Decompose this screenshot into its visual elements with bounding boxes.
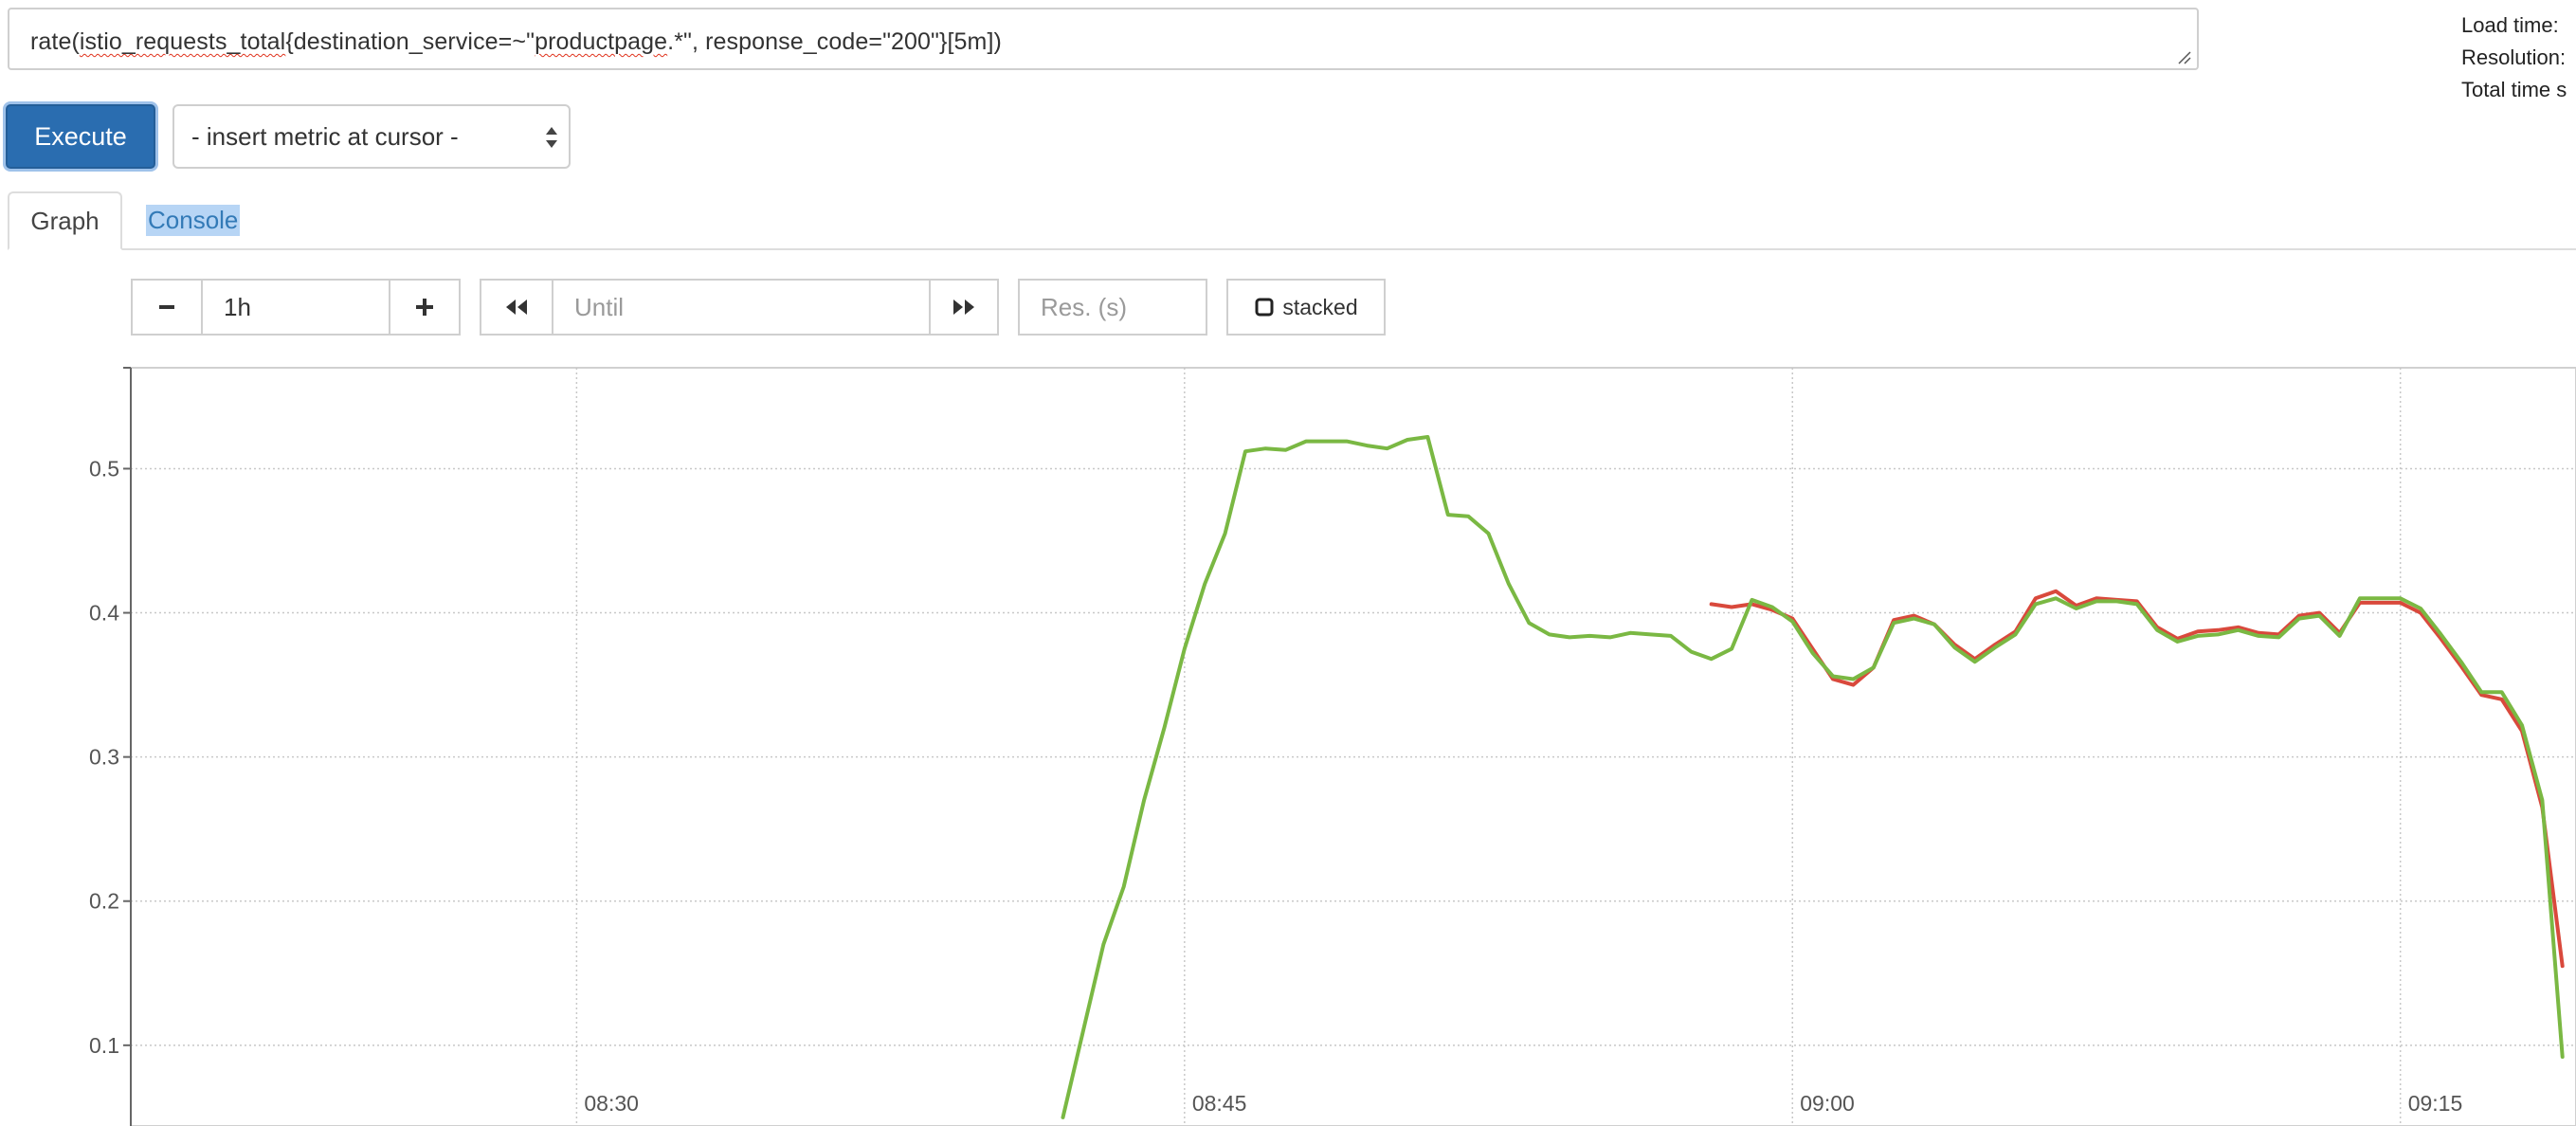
- query-token: {destination_service=~": [285, 28, 535, 55]
- query-expression-text[interactable]: rate(istio_requests_total{destination_se…: [30, 28, 1002, 56]
- plus-icon: [416, 299, 433, 316]
- tab-graph[interactable]: Graph: [8, 191, 122, 250]
- line-chart[interactable]: 0.1 0.2 0.3 0.4 0.5 08:30 08:45 09:00 09:15: [0, 360, 2576, 1126]
- resize-grip-icon[interactable]: [2176, 49, 2191, 64]
- range-increase-button[interactable]: [389, 279, 461, 336]
- series-line-red[interactable]: [1709, 589, 2565, 969]
- total-time-label: Total time s: [2461, 78, 2567, 101]
- resolution-input[interactable]: Res. (s): [1018, 279, 1207, 336]
- query-expression-input[interactable]: rate(istio_requests_total{destination_se…: [8, 8, 2199, 70]
- graph-panel: 0.1 0.2 0.3 0.4 0.5 08:30 08:45 09:00 09:15: [0, 360, 2576, 1126]
- checkbox-icon: [1255, 298, 1274, 317]
- range-input-value: 1h: [224, 292, 251, 321]
- x-tick-label: 09:00: [1800, 1091, 1855, 1116]
- resolution-label: Resolution:: [2461, 45, 2567, 69]
- series-line-green[interactable]: [1061, 435, 2565, 1119]
- tab-console[interactable]: Console: [146, 205, 241, 236]
- y-tick-label: 0.1: [89, 1033, 119, 1058]
- stacked-label: stacked: [1282, 294, 1358, 319]
- plot-frame: [130, 367, 2576, 1126]
- time-back-button[interactable]: [480, 279, 553, 336]
- range-input[interactable]: 1h: [201, 279, 390, 336]
- until-input[interactable]: Until: [552, 279, 931, 336]
- until-input-placeholder: Until: [574, 292, 625, 321]
- y-tick-label: 0.2: [89, 889, 119, 914]
- forward-icon: [953, 300, 974, 315]
- insert-metric-select[interactable]: - insert metric at cursor -: [172, 104, 571, 169]
- y-tick-label: 0.5: [89, 456, 119, 481]
- range-decrease-button[interactable]: [131, 279, 203, 336]
- x-tick-label: 09:15: [2408, 1091, 2463, 1116]
- tabs-divider: [8, 248, 2576, 250]
- query-misspelled-token: productpage: [535, 28, 668, 55]
- x-tick-label: 08:30: [584, 1091, 639, 1116]
- query-info-panel: Load time: Resolution: Total time s: [2461, 9, 2567, 106]
- y-tick-label: 0.4: [89, 601, 119, 626]
- minus-icon: [159, 305, 174, 309]
- y-tick-label: 0.3: [89, 745, 119, 770]
- select-arrows-icon: [546, 127, 557, 148]
- execute-button[interactable]: Execute: [6, 104, 155, 169]
- resolution-input-placeholder: Res. (s): [1041, 292, 1127, 321]
- query-token: .*", response_code="200"}[5m]): [667, 28, 1002, 55]
- backward-icon: [506, 300, 527, 315]
- query-misspelled-token: istio_requests_total: [79, 28, 286, 55]
- insert-metric-select-value: - insert metric at cursor -: [191, 121, 459, 151]
- time-forward-button[interactable]: [929, 279, 999, 336]
- stacked-toggle-button[interactable]: stacked: [1226, 279, 1386, 336]
- x-tick-label: 08:45: [1192, 1091, 1247, 1116]
- query-token: rate(: [30, 28, 80, 55]
- load-time-label: Load time:: [2461, 13, 2559, 37]
